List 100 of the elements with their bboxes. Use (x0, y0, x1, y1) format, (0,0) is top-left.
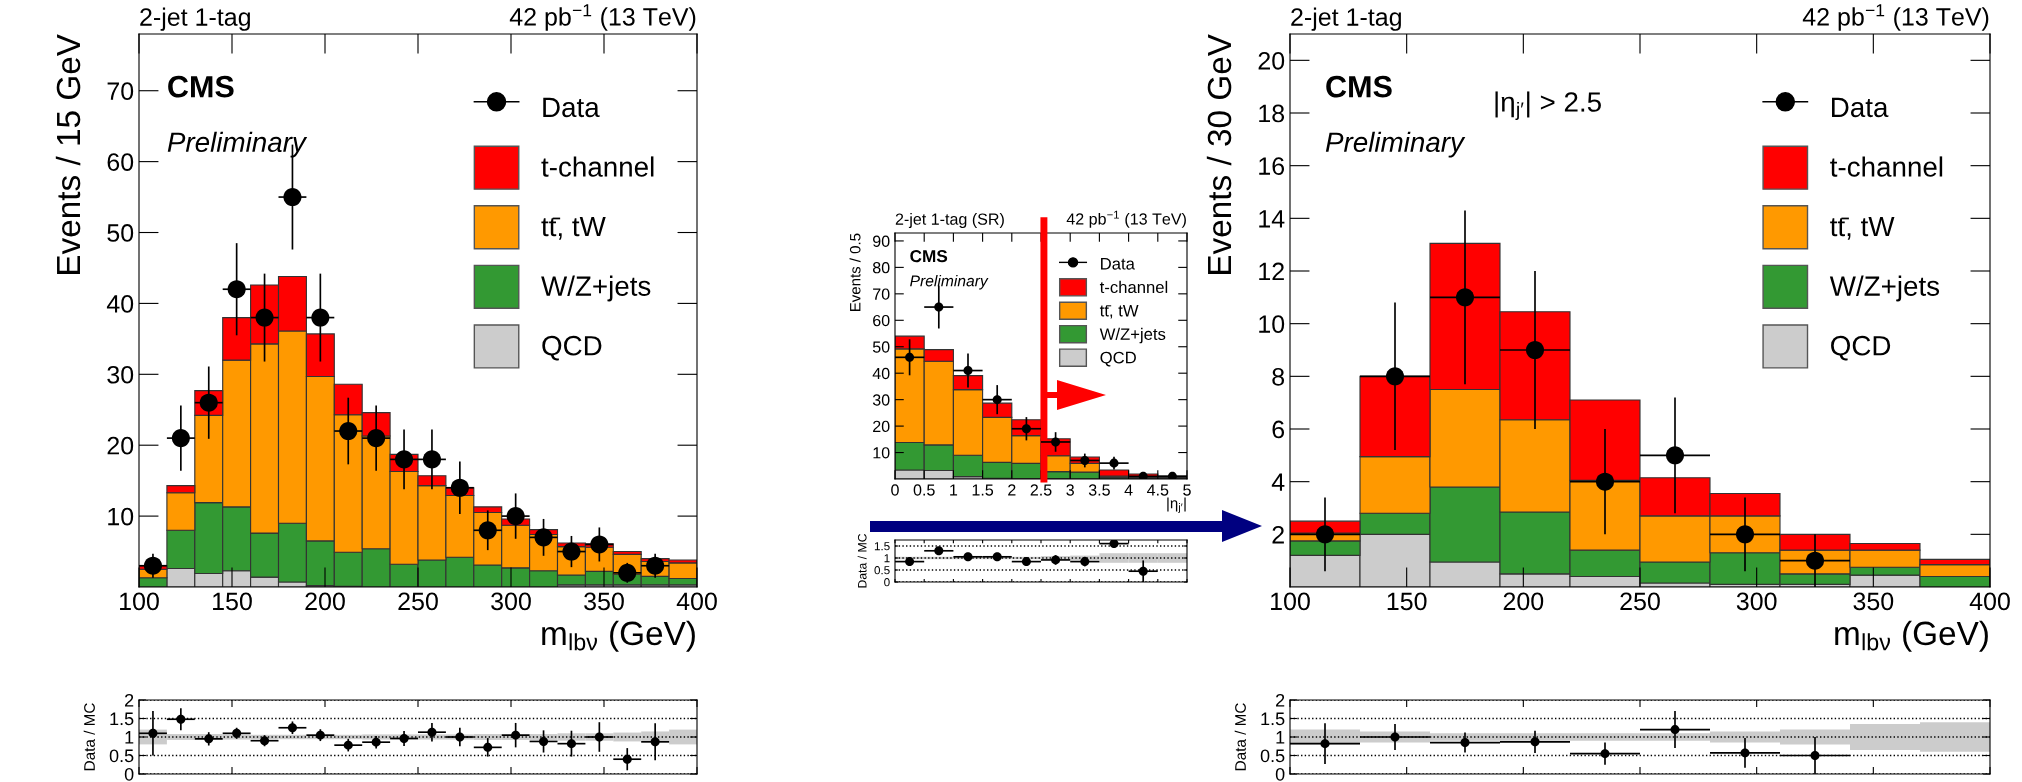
x-tick-label: 4.5 (1147, 484, 1169, 496)
x-tick-label: 300 (1736, 592, 1777, 611)
y-tick-label: 10 (108, 507, 134, 526)
x-tick-label: 250 (1620, 592, 1660, 611)
annotation: Preliminary (167, 131, 308, 158)
x-tick-label: 2.5 (1030, 484, 1052, 496)
y-tick-label: 1.5 (1261, 712, 1285, 726)
x-axis-title: m$_{lbν}$ (GeV) (542, 620, 695, 652)
y-tick-label: 40 (106, 295, 134, 313)
x-tick-label: 250 (398, 592, 438, 611)
annotation: |η$_{j′}$| > 2.5 (1495, 91, 1601, 121)
x-tick-label: 350 (584, 592, 624, 611)
y-tick-label: 1 (125, 731, 134, 744)
chart-title: 2-jet 1-tag (140, 7, 250, 31)
legend-label: QCD (1100, 351, 1136, 367)
y-tick-label: 50 (872, 341, 890, 353)
y-tick-label: 70 (107, 82, 134, 101)
annotation: CMS (168, 75, 234, 98)
y-tick-label: 2 (1272, 525, 1284, 544)
y-axis-title: Events / 15 GeV (55, 34, 81, 274)
x-tick-label: 3 (1066, 484, 1074, 496)
x-tick-label: 100 (1271, 592, 1310, 611)
legend-label: tt̄, tW (1830, 216, 1895, 240)
legend-label: tt̄, tW (1099, 304, 1139, 319)
y-axis-title: Events / 30 GeV (1206, 34, 1232, 274)
y-tick-label: 0 (884, 578, 890, 587)
x-tick-label: 100 (120, 592, 159, 611)
x-tick-label: 0.5 (913, 484, 935, 496)
x-tick-label: 150 (213, 592, 252, 611)
legend-label: Data (1832, 97, 1889, 118)
y-tick-label: 0.5 (109, 749, 134, 763)
legend-label: Data (543, 97, 600, 118)
x-tick-label: 5 (1183, 484, 1191, 496)
y-axis-title: Events / 0.5 (849, 233, 861, 311)
y-axis-title: Data / MC (1234, 703, 1246, 771)
y-tick-label: 60 (107, 153, 134, 171)
y-tick-label: 30 (107, 365, 134, 384)
x-tick-label: 150 (1387, 592, 1427, 611)
y-tick-label: 30 (872, 394, 890, 406)
y-tick-label: 2 (1276, 693, 1285, 707)
y-tick-label: 10 (1259, 315, 1285, 333)
chart-subtitle: 42 pb$^{−1}$ (13 TeV) (1802, 4, 1989, 31)
y-tick-label: 12 (1259, 262, 1284, 281)
y-tick-label: 14 (1259, 210, 1285, 228)
x-axis-title: |η$_{j′}$| (1167, 497, 1186, 513)
x-tick-label: 400 (1969, 592, 2010, 611)
y-tick-label: 1.5 (874, 542, 890, 551)
y-axis-title: Data / MC (83, 703, 95, 771)
legend-label: Data (1101, 258, 1135, 270)
y-tick-label: 60 (873, 314, 890, 327)
y-tick-label: 40 (872, 367, 890, 380)
chart-title: 2-jet 1-tag (1291, 7, 1401, 31)
y-tick-label: 6 (1272, 420, 1285, 439)
x-tick-label: 200 (1503, 592, 1544, 611)
annotation: CMS (1326, 75, 1392, 98)
y-tick-label: 90 (873, 235, 890, 247)
y-tick-label: 80 (872, 261, 890, 274)
legend-label: QCD (1831, 335, 1891, 361)
legend-label: tt̄, tW (541, 216, 606, 240)
legend-label: W/Z+jets (1099, 327, 1166, 344)
x-tick-label: 4 (1124, 484, 1133, 496)
annotation: CMS (910, 250, 948, 263)
legend-label: W/Z+jets (1829, 275, 1940, 302)
y-tick-label: 16 (1259, 157, 1285, 175)
chart-subtitle: 42 pb$^{−1}$ (13 TeV) (509, 4, 696, 31)
y-tick-label: 0.5 (1260, 749, 1285, 763)
y-tick-label: 50 (107, 224, 134, 242)
legend-label: QCD (542, 335, 602, 361)
annotation: Preliminary (910, 274, 989, 290)
legend-label: t-channel (1099, 280, 1168, 294)
y-tick-label: 0.5 (874, 566, 890, 575)
legend-label: W/Z+jets (541, 275, 651, 302)
y-tick-label: 1 (884, 554, 890, 563)
x-tick-label: 2 (1008, 484, 1016, 496)
x-tick-label: 3.5 (1088, 484, 1110, 496)
x-tick-label: 400 (676, 592, 717, 611)
y-tick-label: 0 (1275, 767, 1285, 781)
y-axis-title: Data / MC (857, 533, 867, 588)
x-tick-label: 200 (305, 592, 345, 611)
y-tick-label: 18 (1259, 104, 1285, 123)
chart-subtitle: 42 pb$^{−1}$ (13 TeV) (1066, 210, 1186, 228)
y-tick-label: 1.5 (110, 712, 134, 726)
annotation: Preliminary (1325, 131, 1466, 158)
legend-label: t-channel (1830, 156, 1943, 177)
x-tick-label: 300 (491, 592, 531, 611)
y-tick-label: 0 (124, 767, 134, 781)
y-tick-label: 8 (1272, 367, 1285, 386)
x-tick-label: 350 (1853, 592, 1894, 611)
y-tick-label: 20 (107, 436, 134, 455)
y-tick-label: 2 (125, 693, 134, 707)
y-tick-label: 70 (873, 288, 890, 300)
x-tick-label: 1.5 (972, 484, 994, 496)
y-tick-label: 1 (1276, 731, 1285, 744)
y-tick-label: 20 (873, 420, 890, 433)
y-tick-label: 10 (873, 447, 890, 459)
chart-title: 2-jet 1-tag (SR) (895, 213, 1004, 228)
y-tick-label: 20 (1258, 51, 1285, 70)
x-tick-label: 1 (950, 484, 958, 496)
legend-label: t-channel (541, 156, 654, 177)
x-axis-title: m$_{lbν}$ (GeV) (1835, 620, 1988, 652)
